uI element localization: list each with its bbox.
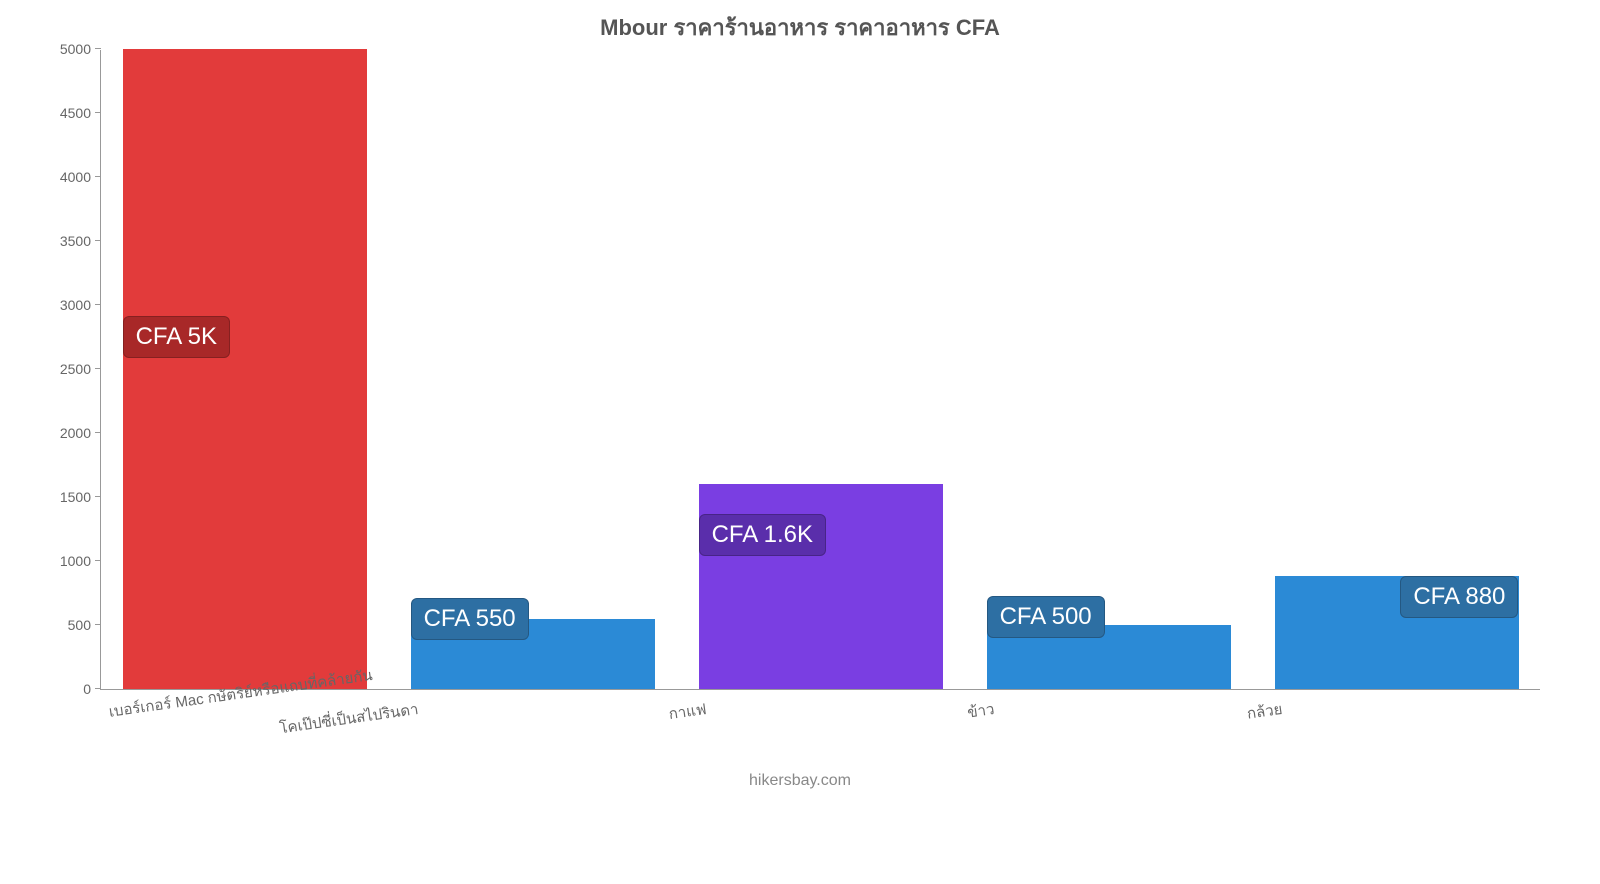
- y-tick-mark: [95, 368, 101, 369]
- attribution-text: hikersbay.com: [0, 772, 1600, 790]
- y-tick-mark: [95, 240, 101, 241]
- y-tick-label: 4500: [31, 105, 91, 121]
- y-tick-mark: [95, 624, 101, 625]
- y-tick-mark: [95, 304, 101, 305]
- bar-value-badge: CFA 1.6K: [699, 514, 826, 556]
- y-tick-label: 2000: [31, 425, 91, 441]
- y-tick-label: 4000: [31, 169, 91, 185]
- price-bar-chart: Mbour ราคาร้านอาหาร ราคาอาหาร CFA 050010…: [0, 0, 1600, 800]
- y-tick-mark: [95, 432, 101, 433]
- y-tick-mark: [95, 688, 101, 689]
- y-tick-mark: [95, 560, 101, 561]
- plot-area: 0500100015002000250030003500400045005000…: [100, 50, 1540, 690]
- bar-value-badge: CFA 500: [987, 596, 1105, 638]
- bar: [123, 49, 368, 689]
- y-tick-label: 1500: [31, 489, 91, 505]
- bar-value-badge: CFA 550: [411, 598, 529, 640]
- chart-title: Mbour ราคาร้านอาหาร ราคาอาหาร CFA: [0, 10, 1600, 45]
- bar-value-badge: CFA 5K: [123, 316, 230, 358]
- y-tick-mark: [95, 112, 101, 113]
- y-tick-mark: [95, 496, 101, 497]
- y-tick-label: 3000: [31, 297, 91, 313]
- y-tick-label: 500: [31, 617, 91, 633]
- y-tick-label: 2500: [31, 361, 91, 377]
- y-tick-label: 3500: [31, 233, 91, 249]
- y-tick-label: 0: [31, 681, 91, 697]
- x-category-label: เบอร์เกอร์ Mac กษัตริย์หรือแถบที่คล้ายกั…: [107, 697, 132, 724]
- y-tick-mark: [95, 48, 101, 49]
- y-tick-mark: [95, 176, 101, 177]
- y-tick-label: 5000: [31, 41, 91, 57]
- y-tick-label: 1000: [31, 553, 91, 569]
- bar-value-badge: CFA 880: [1400, 576, 1518, 618]
